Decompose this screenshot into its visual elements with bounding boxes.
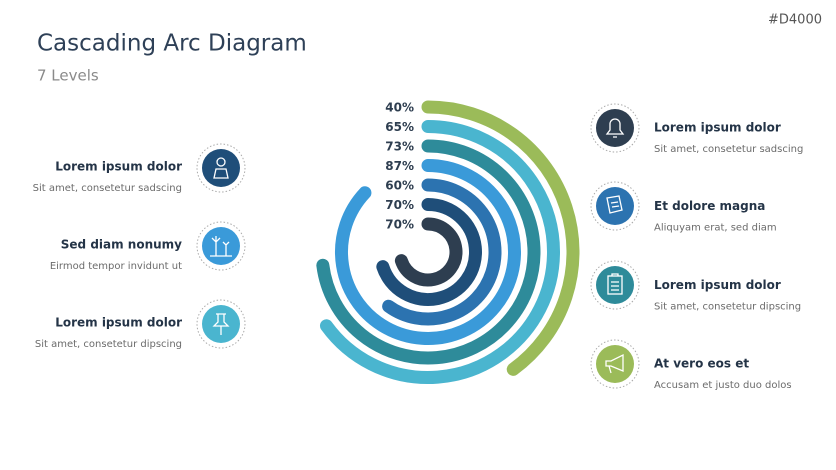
icon-ring <box>196 221 246 271</box>
item-text: Sit amet, consetetur dipscing <box>654 301 801 312</box>
item-texts: Lorem ipsum dolor Sit amet, consetetur sa… <box>33 121 804 392</box>
arc <box>382 178 502 326</box>
value-label: 70% <box>385 218 414 232</box>
right-icons <box>590 103 640 389</box>
arc <box>421 100 580 376</box>
item-title: Lorem ipsum dolor <box>654 278 781 292</box>
value-label: 60% <box>385 179 414 193</box>
arc <box>319 120 560 384</box>
icon-ring <box>196 299 246 349</box>
subtitle: 7 Levels <box>37 67 99 85</box>
value-label: 87% <box>385 159 414 173</box>
icon-clipboard <box>596 266 634 304</box>
item-title: Lorem ipsum dolor <box>55 316 182 330</box>
icon-ring <box>590 103 640 153</box>
item-title: Lorem ipsum dolor <box>654 121 781 135</box>
icon-ring <box>590 339 640 389</box>
item-title: Et dolore magna <box>654 199 765 213</box>
icon-bell <box>596 109 634 147</box>
left-icons <box>196 143 246 349</box>
value-label: 73% <box>385 140 414 154</box>
arc <box>394 217 463 287</box>
item-text: Aliquyam erat, sed diam <box>654 223 777 234</box>
arc <box>316 139 541 365</box>
item-title: Sed diam nonumy <box>61 238 182 252</box>
item-text: Accusam et justo duo dolos <box>654 380 792 391</box>
arc <box>376 198 482 306</box>
value-label: 70% <box>385 198 414 212</box>
icon-megaphone <box>596 345 634 383</box>
icon-ring <box>590 181 640 231</box>
value-label: 40% <box>385 101 414 115</box>
item-text: Sit amet, consetetur dipscing <box>35 339 182 350</box>
arc <box>335 159 521 345</box>
item-text: Sit amet, consetetur sadscing <box>33 183 182 194</box>
icon-ring <box>196 143 246 193</box>
arc-chart: 40% 65% 73% 87% 60% 70% 70% <box>316 100 580 384</box>
item-text: Sit amet, consetetur sadscing <box>654 144 803 155</box>
item-text: Eirmod tempor invidunt ut <box>50 261 182 272</box>
slide-code: #D4000 <box>768 13 822 28</box>
icon-ring <box>590 260 640 310</box>
icon-person <box>202 149 240 187</box>
item-title: At vero eos et <box>654 357 749 371</box>
title: Cascading Arc Diagram <box>37 31 307 57</box>
item-title: Lorem ipsum dolor <box>55 160 182 174</box>
value-label: 65% <box>385 120 414 134</box>
icon-pin <box>202 305 240 343</box>
icon-wind <box>202 227 240 265</box>
